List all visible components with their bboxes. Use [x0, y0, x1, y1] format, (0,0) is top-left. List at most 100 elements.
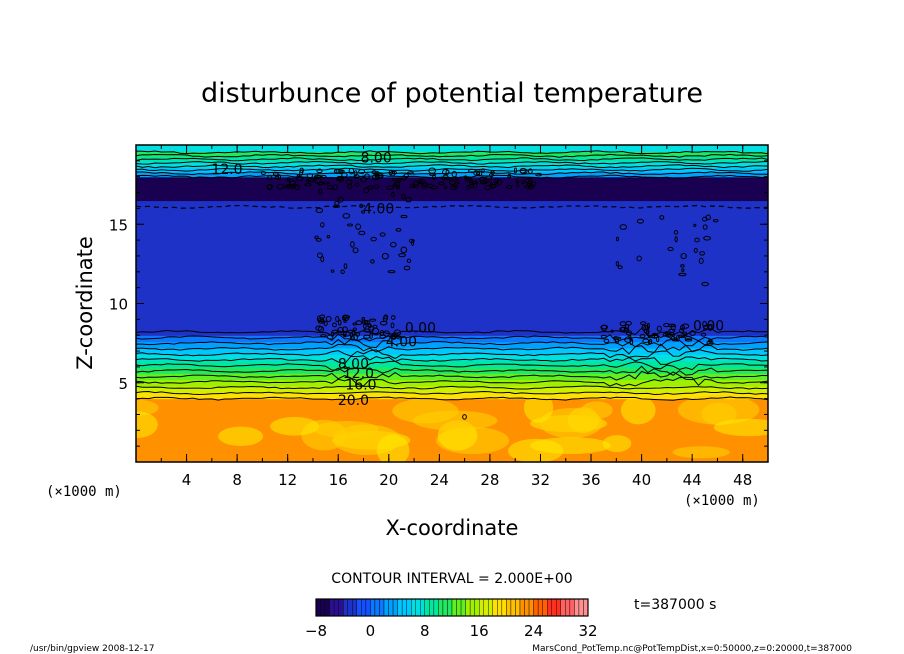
contour-speckle: [361, 210, 366, 214]
contour-speckle: [307, 178, 315, 183]
contour-speckle: [371, 170, 377, 175]
contour-line: [136, 385, 768, 390]
contour-speckle: [337, 196, 344, 203]
field-band: [136, 262, 768, 265]
field-band: [136, 373, 768, 376]
colorbar-cell: [333, 598, 339, 617]
contour-speckle: [615, 261, 620, 267]
field-band: [136, 401, 768, 404]
field-band: [136, 351, 768, 354]
field-band: [136, 390, 768, 393]
contour-speckle: [615, 236, 619, 242]
contour-speckle: [346, 223, 353, 227]
contour-speckle: [372, 324, 378, 329]
contour-speckle: [432, 174, 436, 181]
x-tick-label: 4: [182, 471, 192, 489]
contour-speckle: [316, 168, 323, 174]
contour-speckle: [506, 184, 513, 190]
x-tick-label: 36: [581, 471, 600, 489]
contour-speckle: [406, 258, 412, 264]
contour-speckle: [381, 252, 389, 260]
x-tick-label: 20: [379, 471, 398, 489]
colorbar-cell: [401, 598, 407, 617]
field-band: [136, 313, 768, 316]
contour-speckle: [647, 340, 653, 345]
contour-speckle: [421, 184, 427, 189]
colorbar-cell: [483, 598, 489, 617]
colorbar-cell: [329, 598, 335, 617]
field-band: [136, 162, 768, 165]
field-band: [136, 362, 768, 365]
field-band: [136, 243, 768, 246]
contour-line: [136, 157, 768, 162]
y-tick-label: 15: [109, 216, 128, 234]
x-tick-label: 12: [278, 471, 297, 489]
field-band: [136, 267, 768, 270]
field-band: [136, 149, 768, 152]
colorbar-cell: [442, 598, 448, 617]
contour-speckle: [411, 239, 415, 246]
contour-speckle: [421, 182, 429, 187]
contour-line: [136, 333, 768, 343]
field-band: [136, 274, 768, 278]
field-band: [136, 300, 768, 303]
field-band: [136, 194, 768, 197]
colorbar-cell: [324, 598, 330, 617]
field-band: [136, 168, 768, 171]
contour-speckle: [391, 177, 399, 182]
contour-speckle: [267, 175, 273, 181]
contour-label: 16.0: [345, 377, 376, 393]
contour-speckle: [699, 251, 705, 256]
colorbar-tick-label: 0: [366, 622, 376, 640]
field-band: [136, 357, 768, 360]
field-band: [136, 213, 768, 216]
contour-speckle: [481, 168, 485, 173]
field-band: [136, 260, 768, 263]
contour-speckle: [671, 334, 675, 338]
contour-line: [136, 355, 768, 365]
field-blotch: [218, 426, 264, 446]
contour-speckle: [317, 317, 325, 322]
field-band: [136, 225, 768, 229]
contour-speckle: [335, 315, 340, 323]
contour-speckle: [466, 184, 471, 190]
colorbar-cell: [524, 598, 530, 617]
contour-line: [136, 390, 768, 396]
contour-speckle: [266, 184, 274, 190]
contour-speckle: [680, 324, 686, 331]
contour-speckle: [320, 334, 327, 338]
field-band: [136, 224, 768, 227]
contour-speckle: [639, 334, 646, 338]
contour-speckle: [405, 196, 412, 203]
field-band: [136, 455, 768, 458]
field-band: [136, 276, 768, 279]
field-band: [136, 335, 768, 338]
colorbar-cell: [370, 598, 376, 617]
contour-speckle: [670, 324, 676, 331]
contour-speckle: [438, 181, 445, 186]
colorbar-cell: [474, 598, 480, 617]
field-band: [136, 286, 768, 289]
field-band: [136, 338, 768, 341]
contour-speckle: [350, 241, 355, 248]
field-band: [136, 393, 768, 397]
field-band: [136, 263, 768, 267]
contour-speckle: [452, 184, 459, 189]
y-axis: 5 10 15: [109, 160, 768, 447]
colorbar-cell: [347, 598, 353, 617]
field-band: [136, 366, 768, 370]
contour-speckle: [445, 169, 450, 175]
contour-speckle: [379, 232, 386, 237]
field-band: [136, 192, 768, 195]
contour-speckle: [367, 323, 372, 328]
contour-line: [136, 396, 768, 401]
field-band: [136, 154, 768, 157]
contour-speckle: [326, 184, 334, 190]
field-band: [136, 379, 768, 382]
contour-speckle: [448, 179, 456, 185]
colorbar-cell: [447, 598, 453, 617]
contour-speckle: [706, 340, 714, 346]
contour-speckle: [342, 213, 351, 219]
colorbar-cell: [406, 598, 412, 617]
field-band: [136, 325, 768, 328]
